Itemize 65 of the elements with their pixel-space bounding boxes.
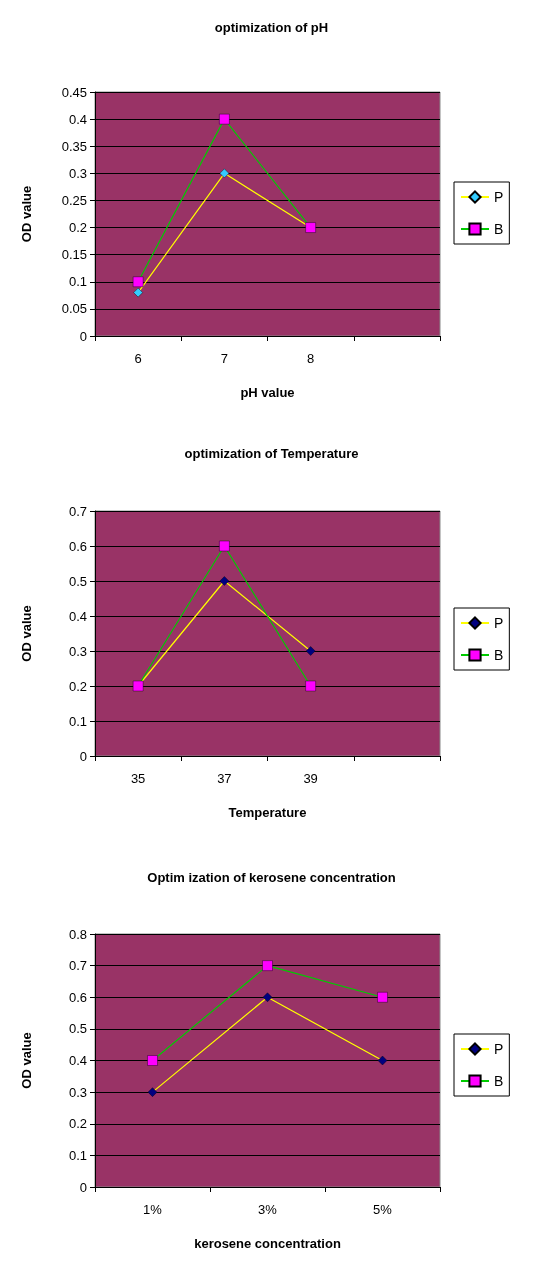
x-tick-label: 39 <box>303 771 318 786</box>
y-tick-label: 0.45 <box>61 84 87 100</box>
y-tick-label: 0.5 <box>68 573 87 589</box>
point <box>305 646 316 656</box>
point <box>262 960 273 971</box>
legend-label: B <box>494 221 504 237</box>
chart-title: optimization of pH <box>214 20 329 35</box>
point <box>377 1055 388 1066</box>
y-tick-label: 0.1 <box>68 1147 87 1163</box>
y-axis-title: OD value <box>19 185 34 243</box>
y-tick-label: 0 <box>79 328 87 344</box>
x-tick-label: 1% <box>143 1202 163 1217</box>
x-tick-label: 8 <box>307 351 315 366</box>
point <box>147 1055 158 1066</box>
y-tick-label: 0.4 <box>68 608 87 624</box>
y-tick-label: 0.4 <box>68 111 87 127</box>
y-tick-label: 0.3 <box>68 1084 87 1100</box>
point <box>219 113 230 125</box>
x-tick-label: 37 <box>217 771 232 786</box>
point <box>147 1087 158 1097</box>
x-axis-title: kerosene concentration <box>194 1236 341 1251</box>
legend-label: B <box>494 1073 504 1089</box>
y-tick-label: 0.2 <box>68 1116 87 1132</box>
point <box>219 576 230 586</box>
point <box>133 287 143 298</box>
y-tick-label: 0.1 <box>68 713 87 729</box>
chart-title: Optim ization of kerosene concentration <box>147 870 396 885</box>
y-tick-label: 0.8 <box>68 926 87 942</box>
point <box>132 276 144 287</box>
x-tick-label: 3% <box>258 1202 278 1217</box>
y-tick-label: 0.7 <box>68 958 87 974</box>
y-tick-label: 0.25 <box>61 192 87 208</box>
y-axis-title: OD value <box>19 605 34 662</box>
y-tick-label: 0.15 <box>61 247 87 263</box>
y-tick-label: 0.2 <box>68 678 87 694</box>
y-tick-label: 0.35 <box>61 138 87 154</box>
y-tick-label: 0.2 <box>68 220 87 236</box>
x-tick-label: 35 <box>130 771 146 786</box>
x-axis-title: Temperature <box>228 805 307 820</box>
legend-label: P <box>494 189 504 205</box>
x-tick-label: 7 <box>220 351 228 366</box>
y-tick-label: 0.5 <box>68 1021 87 1037</box>
y-tick-label: 0 <box>79 1179 87 1195</box>
y-tick-label: 0.7 <box>68 503 87 519</box>
point <box>219 168 230 179</box>
x-tick-label: 6 <box>134 351 142 366</box>
y-tick-label: 0.3 <box>68 165 87 181</box>
y-tick-label: 0.3 <box>68 643 87 659</box>
x-tick-label: 5% <box>373 1202 393 1217</box>
legend-label: P <box>494 1041 504 1057</box>
legend-label: P <box>494 615 504 631</box>
x-axis-title: pH value <box>240 385 295 400</box>
y-tick-label: 0.6 <box>68 538 87 554</box>
y-tick-label: 0 <box>79 748 87 764</box>
point <box>305 680 316 692</box>
y-tick-label: 0.1 <box>68 274 87 290</box>
y-tick-label: 0.05 <box>61 301 87 317</box>
point <box>219 540 230 552</box>
y-axis-title: OD value <box>19 1032 34 1089</box>
point <box>377 992 388 1003</box>
legend-label: B <box>494 647 504 663</box>
point <box>262 992 273 1002</box>
y-tick-label: 0.4 <box>68 1053 87 1068</box>
y-tick-label: 0.6 <box>68 989 87 1005</box>
chart-title: optimization of Temperature <box>184 446 359 461</box>
